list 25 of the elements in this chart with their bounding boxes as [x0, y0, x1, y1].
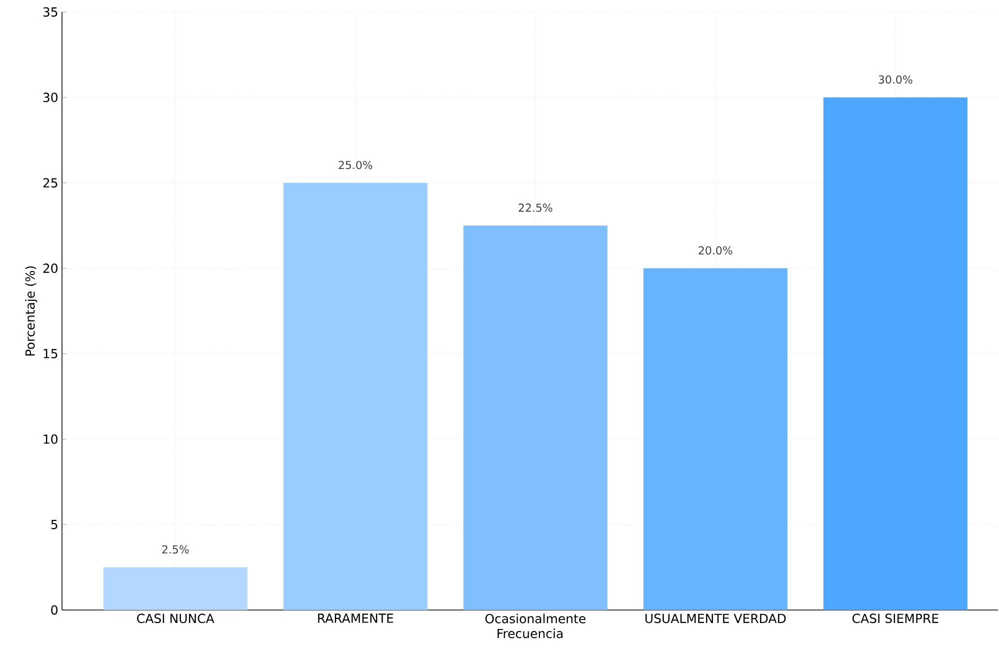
bar — [103, 567, 248, 610]
y-tick-label: 25 — [43, 178, 58, 188]
x-tick-label: CASI NUNCA — [137, 614, 214, 624]
y-tick-label: 5 — [51, 520, 58, 530]
data-label: 2.5% — [162, 545, 189, 554]
data-label: 30.0% — [878, 75, 912, 84]
bar — [643, 268, 788, 610]
data-label: 22.5% — [518, 204, 552, 212]
x-tick-label: USUALMENTE VERDAD — [646, 614, 786, 624]
x-tick-label: RARAMENTE — [318, 614, 394, 623]
y-tick-label: 30 — [43, 92, 58, 102]
y-tick-label: 35 — [43, 7, 58, 17]
y-tick-label: 10 — [44, 434, 58, 444]
x-tick-label: CASI SIEMPRE — [852, 614, 938, 624]
bar — [823, 97, 968, 610]
y-axis-title: Porcentaje (%) — [25, 266, 38, 356]
data-label: 25.0% — [338, 160, 372, 170]
data-label: 20.0% — [698, 246, 732, 255]
y-tick-label: 20 — [43, 264, 58, 273]
x-axis-title: Frecuencia — [498, 628, 563, 638]
bar — [463, 226, 608, 610]
x-tick-label: Ocasionalmente — [485, 614, 586, 624]
y-tick-label: 15 — [44, 349, 58, 358]
y-tick-label: 0 — [51, 605, 58, 615]
bar — [283, 182, 428, 610]
